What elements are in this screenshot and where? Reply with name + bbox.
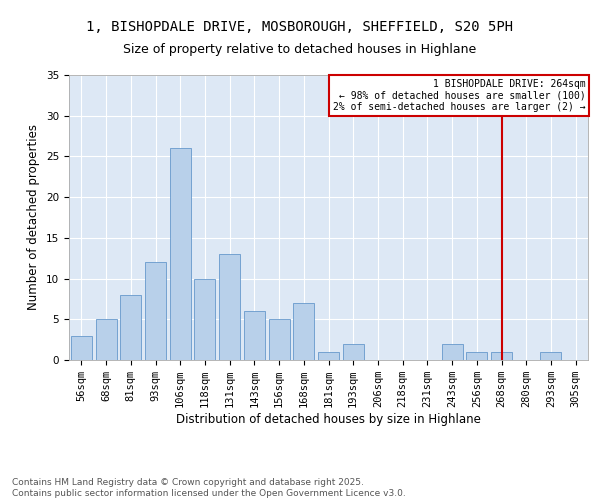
Bar bbox=[145, 262, 166, 360]
Bar bbox=[318, 352, 339, 360]
Bar bbox=[541, 352, 562, 360]
Bar bbox=[466, 352, 487, 360]
Bar bbox=[343, 344, 364, 360]
Text: 1 BISHOPDALE DRIVE: 264sqm
← 98% of detached houses are smaller (100)
2% of semi: 1 BISHOPDALE DRIVE: 264sqm ← 98% of deta… bbox=[333, 79, 586, 112]
Bar bbox=[491, 352, 512, 360]
Bar bbox=[219, 254, 240, 360]
Text: Size of property relative to detached houses in Highlane: Size of property relative to detached ho… bbox=[124, 42, 476, 56]
Text: Contains HM Land Registry data © Crown copyright and database right 2025.
Contai: Contains HM Land Registry data © Crown c… bbox=[12, 478, 406, 498]
Bar bbox=[170, 148, 191, 360]
Bar bbox=[194, 278, 215, 360]
Bar bbox=[95, 320, 116, 360]
Bar bbox=[293, 303, 314, 360]
Bar bbox=[120, 295, 141, 360]
X-axis label: Distribution of detached houses by size in Highlane: Distribution of detached houses by size … bbox=[176, 413, 481, 426]
Bar bbox=[269, 320, 290, 360]
Y-axis label: Number of detached properties: Number of detached properties bbox=[28, 124, 40, 310]
Bar bbox=[244, 311, 265, 360]
Bar bbox=[71, 336, 92, 360]
Text: 1, BISHOPDALE DRIVE, MOSBOROUGH, SHEFFIELD, S20 5PH: 1, BISHOPDALE DRIVE, MOSBOROUGH, SHEFFIE… bbox=[86, 20, 514, 34]
Bar bbox=[442, 344, 463, 360]
